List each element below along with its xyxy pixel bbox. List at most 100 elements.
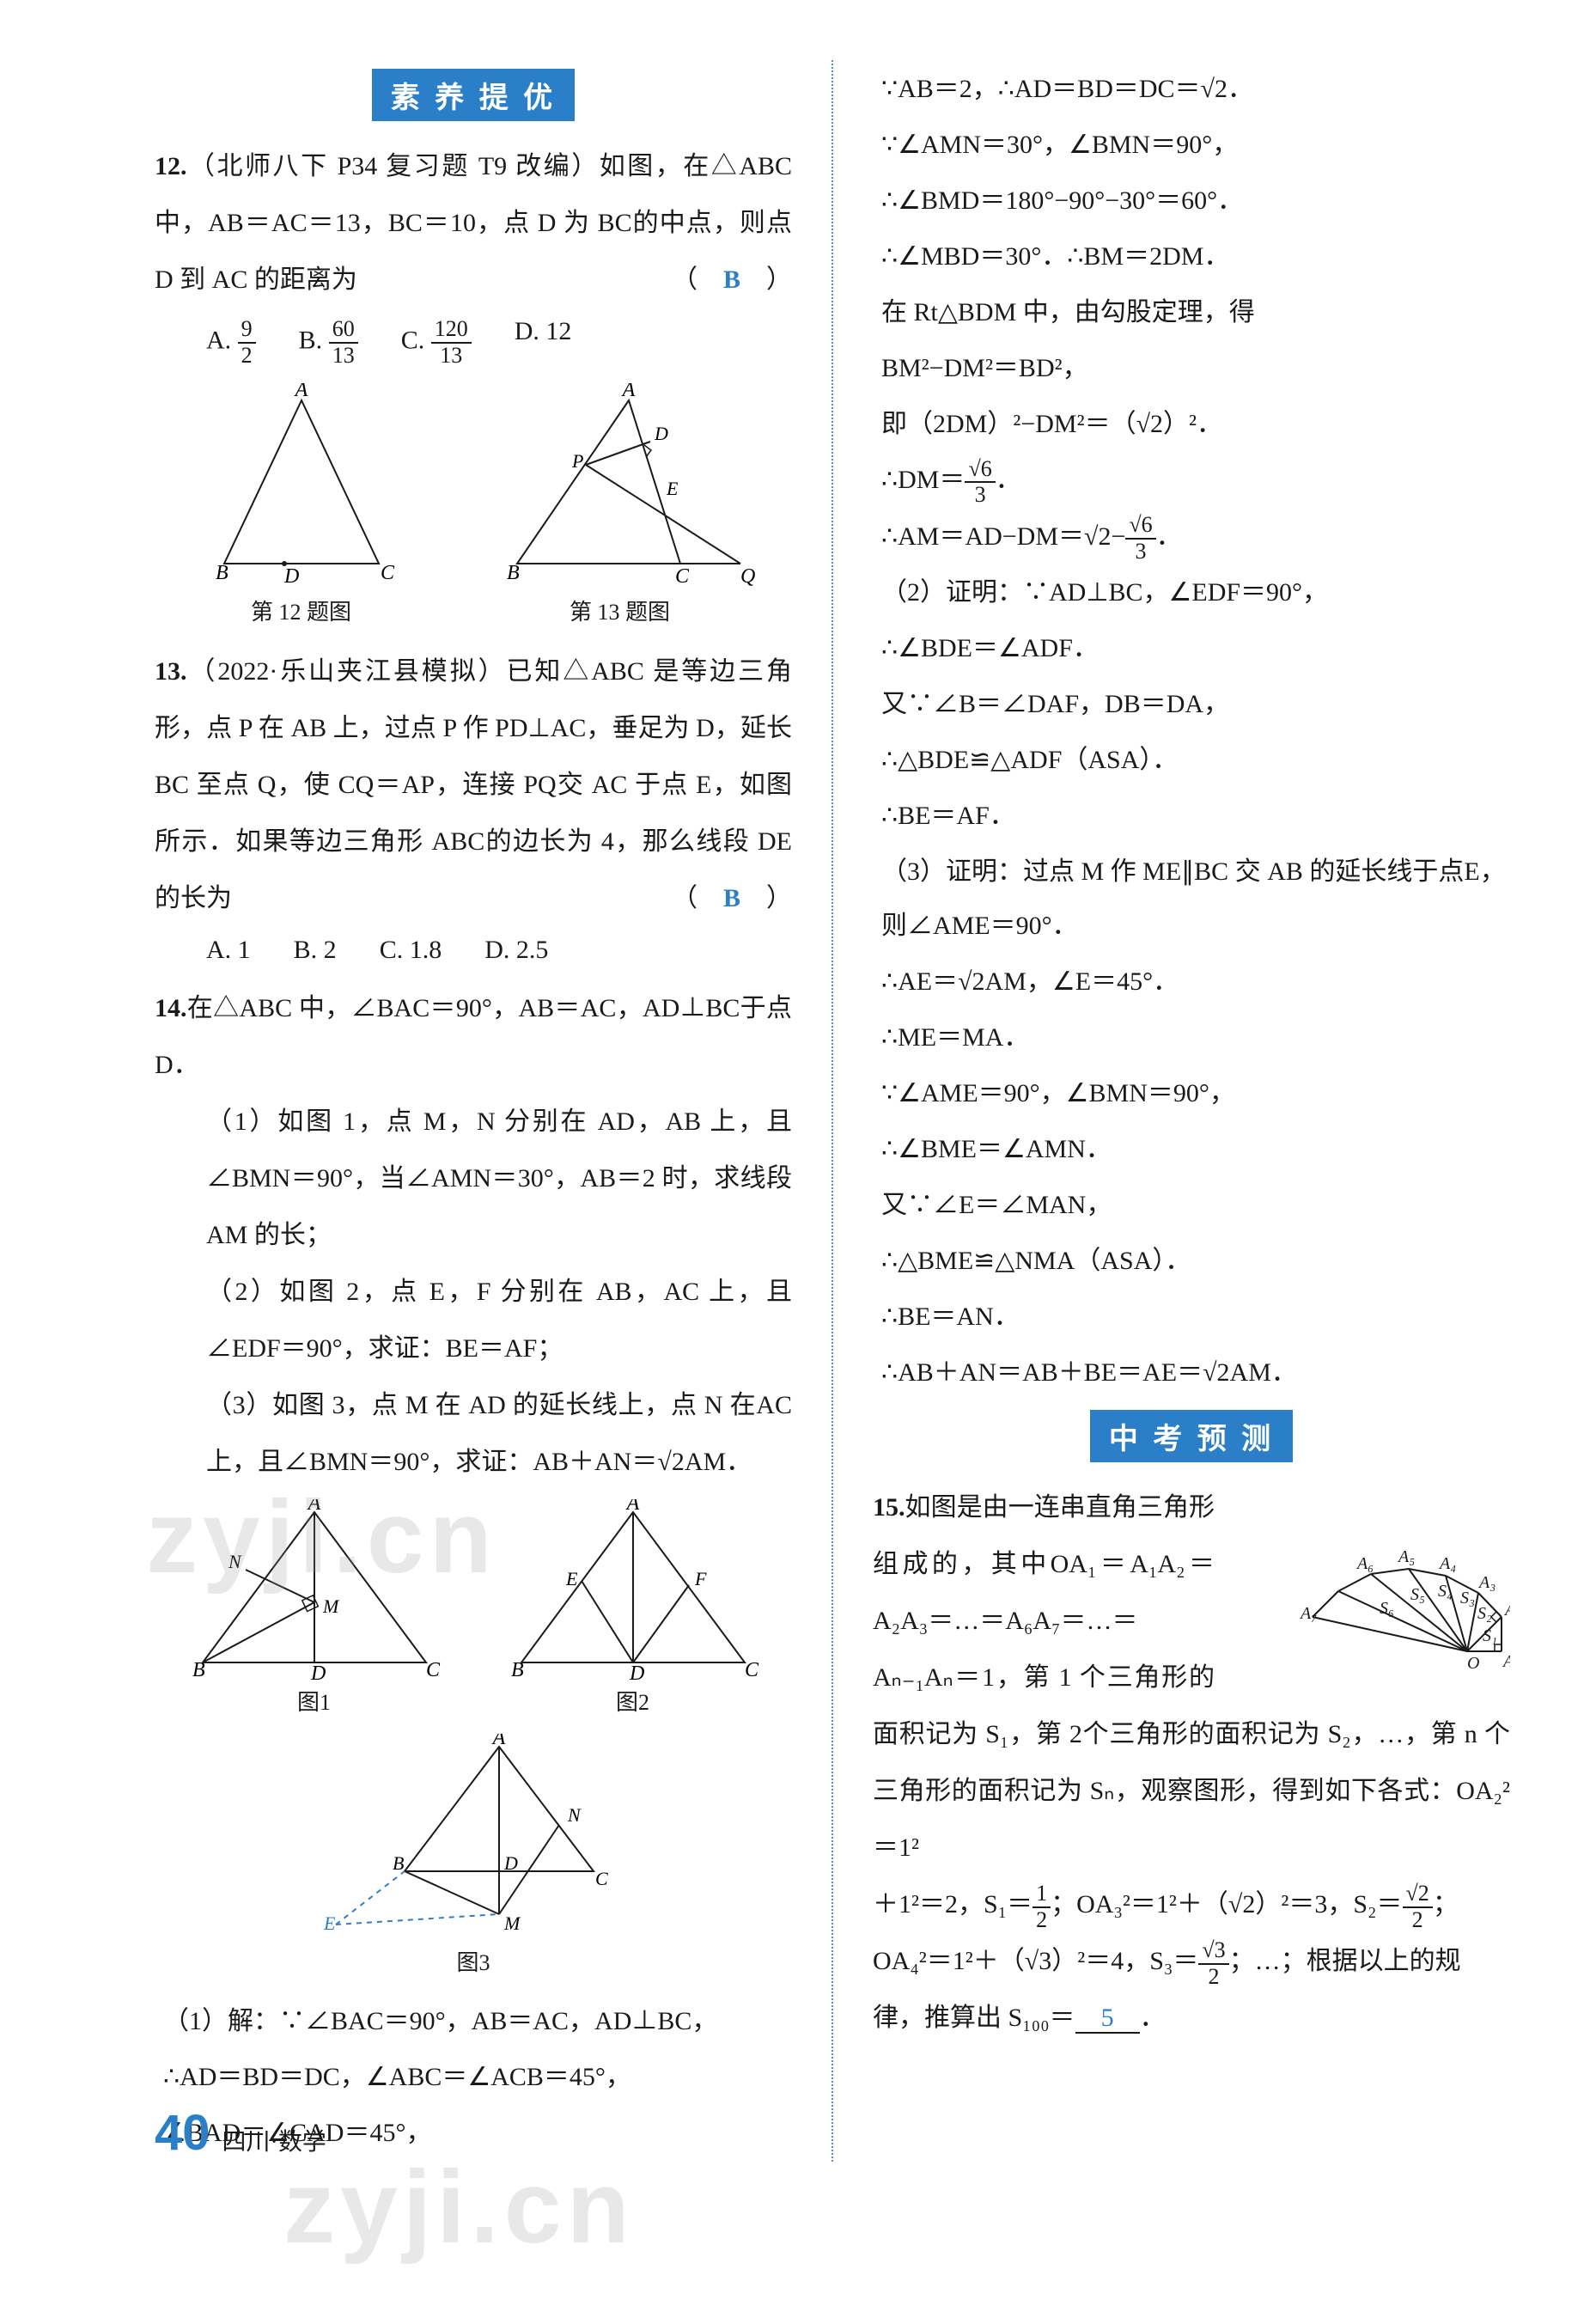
svg-text:E: E: [323, 1912, 336, 1934]
svg-text:Q: Q: [740, 565, 755, 588]
q13-optD: D. 2.5: [484, 936, 548, 965]
q13-optA: A. 1: [206, 936, 251, 965]
badge-suyang: 素 养 提 优: [372, 69, 575, 121]
q14-stem: 在△ABC 中，∠BAC＝90°，AB＝AC，AD⊥BC于点 D．: [155, 994, 792, 1079]
rp2b: ∴∠BDE＝∠ADF．: [881, 621, 1510, 675]
svg-text:A₄: A₄: [1438, 1554, 1456, 1573]
svg-text:A: A: [293, 383, 308, 401]
svg-text:C: C: [381, 562, 395, 584]
q14-num: 14.: [155, 994, 187, 1022]
rs1: ∵AB＝2，∴AD＝BD＝DC＝√2．: [881, 62, 1510, 116]
svg-text:B: B: [511, 1659, 524, 1680]
q15-t5: 律，推算出 S₁₀₀＝5．: [873, 1990, 1510, 2047]
rs6: BM²−DM²＝BD²，: [881, 341, 1510, 395]
badge-zhongkao: 中 考 预 测: [1090, 1410, 1293, 1462]
rs5: 在 Rt△BDM 中，由勾股定理，得: [881, 285, 1510, 339]
q15-num: 15.: [873, 1493, 905, 1522]
q12-optA: A.: [206, 326, 231, 354]
q13-opts: A. 1 B. 2 C. 1.8 D. 2.5: [155, 936, 792, 965]
watermark-2: zyji.cn: [283, 2148, 635, 2266]
rp2a: （2）证明：∵AD⊥BC，∠EDF＝90°，: [881, 565, 1510, 619]
rp3g: ∴△BME≌△NMA（ASA）．: [881, 1234, 1510, 1288]
svg-text:C: C: [595, 1868, 608, 1889]
svg-text:D: D: [503, 1852, 518, 1874]
q14-figs-12: A N M B D C 图1 A E F B: [155, 1499, 792, 1717]
q14: 14.在△ABC 中，∠BAC＝90°，AB＝AC，AD⊥BC于点 D． （1）…: [155, 980, 792, 1491]
q13-optC: C. 1.8: [380, 936, 442, 965]
q13-optB: B. 2: [294, 936, 337, 965]
rp3a: （3）证明：过点 M 作 ME∥BC 交 AB 的延长线于点E，则∠AME＝90…: [881, 845, 1510, 953]
svg-text:A: A: [306, 1499, 320, 1515]
rp2d: ∴△BDE≌△ADF（ASA）．: [881, 733, 1510, 787]
svg-text:C: C: [745, 1659, 759, 1680]
q12-src: （北师八下 P34 复习题 T9 改编）: [187, 152, 600, 180]
rp3h: ∴BE＝AN．: [881, 1290, 1510, 1344]
svg-text:M: M: [322, 1595, 340, 1617]
rs9: ∴AM＝AD−DM＝√2−√63．: [881, 509, 1510, 564]
q15-t3: ＋1²＝2，S₁＝12；OA₃²＝1²＋（√2）²＝3，S₂＝√22；: [873, 1876, 1510, 1933]
svg-text:A₆: A₆: [1355, 1554, 1374, 1573]
fig1-cap: 图1: [186, 1685, 443, 1717]
q14-fig-3: A N B D C M E 图3: [155, 1734, 792, 1977]
rp3c: ∴ME＝MA．: [881, 1010, 1510, 1064]
svg-text:M: M: [503, 1912, 521, 1934]
q12-opts: A. 92 B. 6013 C. 12013 D. 12: [155, 317, 792, 368]
q13-num: 13.: [155, 657, 187, 686]
footer: 40 四川·数学: [155, 2104, 326, 2162]
rp3b: ∴AE＝√2AM，∠E＝45°．: [881, 955, 1510, 1009]
q15-answer: 5: [1075, 2004, 1140, 2034]
svg-text:F: F: [694, 1568, 707, 1589]
fig-q12: A B D C: [190, 383, 413, 589]
svg-text:B: B: [216, 562, 228, 584]
svg-text:S₁: S₁: [1483, 1626, 1497, 1645]
rs3: ∴∠BMD＝180°−90°−30°＝60°．: [881, 174, 1510, 228]
fig-q14-3: A N B D C M E: [319, 1734, 628, 1940]
svg-text:N: N: [567, 1804, 582, 1826]
q12-num: 12.: [155, 152, 187, 180]
right-column: ∵AB＝2，∴AD＝BD＝DC＝√2． ∵∠AMN＝30°，∠BMN＝90°， …: [873, 60, 1510, 2162]
rs7: 即（2DM）²−DM²＝（√2）²．: [881, 397, 1510, 451]
svg-text:D: D: [283, 565, 299, 588]
rs2: ∵∠AMN＝30°，∠BMN＝90°，: [881, 118, 1510, 172]
svg-text:A₇: A₇: [1299, 1604, 1317, 1623]
svg-text:C: C: [675, 565, 690, 588]
fig-q14-1: A N M B D C: [186, 1499, 443, 1680]
fig2-cap: 图2: [504, 1685, 762, 1717]
svg-text:A: A: [491, 1734, 506, 1749]
q14-sol-cont: ∵AB＝2，∴AD＝BD＝DC＝√2． ∵∠AMN＝30°，∠BMN＝90°， …: [873, 62, 1510, 1400]
q15-t4: OA₄²＝1²＋（√3）²＝4，S₃＝√32；…；根据以上的规: [873, 1933, 1510, 1990]
fig-q14-2: A E F B D C: [504, 1499, 762, 1680]
svg-text:S₄: S₄: [1438, 1582, 1453, 1601]
svg-text:A₁: A₁: [1502, 1652, 1510, 1671]
svg-text:P: P: [571, 450, 583, 472]
page-number: 40: [155, 2104, 210, 2162]
q15: O A₁ A₂ A₃ A₄ A₅ A₆ A₇ S₁ S₂ S₃ S₄ S₅ S₆: [873, 1479, 1510, 2047]
q12: 12.（北师八下 P34 复习题 T9 改编）如图，在△ABC 中，AB＝AC＝…: [155, 138, 792, 308]
svg-text:B: B: [393, 1852, 404, 1874]
rp3d: ∵∠AME＝90°，∠BMN＝90°，: [881, 1066, 1510, 1120]
fig12-cap: 第 12 题图: [190, 595, 413, 626]
svg-text:D: D: [654, 423, 668, 444]
svg-text:A₅: A₅: [1397, 1547, 1415, 1566]
fig13-cap: 第 13 题图: [483, 595, 758, 626]
q15-t1: 如图是由一连串直角三角形组成的，其中OA₁＝A₁A₂＝A₂A₃＝…＝A₆A₇＝……: [873, 1493, 1215, 1635]
page-foot: 四川·数学: [222, 2123, 326, 2157]
rp2e: ∴BE＝AF．: [881, 789, 1510, 843]
rp3e: ∴∠BME＝∠AMN．: [881, 1122, 1510, 1176]
svg-text:S₂: S₂: [1477, 1604, 1492, 1623]
svg-text:C: C: [426, 1659, 441, 1680]
q12-q13-figs: A B D C 第 12 题图 A D P E B: [155, 383, 792, 626]
svg-text:D: D: [310, 1662, 326, 1680]
svg-text:E: E: [666, 478, 679, 499]
svg-text:S₆: S₆: [1380, 1599, 1394, 1618]
svg-text:D: D: [629, 1662, 644, 1680]
rs4: ∴∠MBD＝30°．∴BM＝2DM．: [881, 229, 1510, 284]
q12-optB: B.: [299, 326, 323, 354]
q13-src: （2022·乐山夹江县模拟）: [187, 657, 507, 686]
q13-answer: B: [723, 884, 740, 912]
fig3-cap: 图3: [319, 1945, 628, 1977]
q14-p2: （2）如图 2，点 E，F 分别在 AB，AC 上，且∠EDF＝90°，求证：B…: [155, 1264, 792, 1377]
svg-text:O: O: [1467, 1654, 1479, 1673]
svg-text:N: N: [228, 1551, 242, 1572]
sol-l1: （1）解：∵∠BAC＝90°，AB＝AC，AD⊥BC，: [163, 1994, 792, 2048]
